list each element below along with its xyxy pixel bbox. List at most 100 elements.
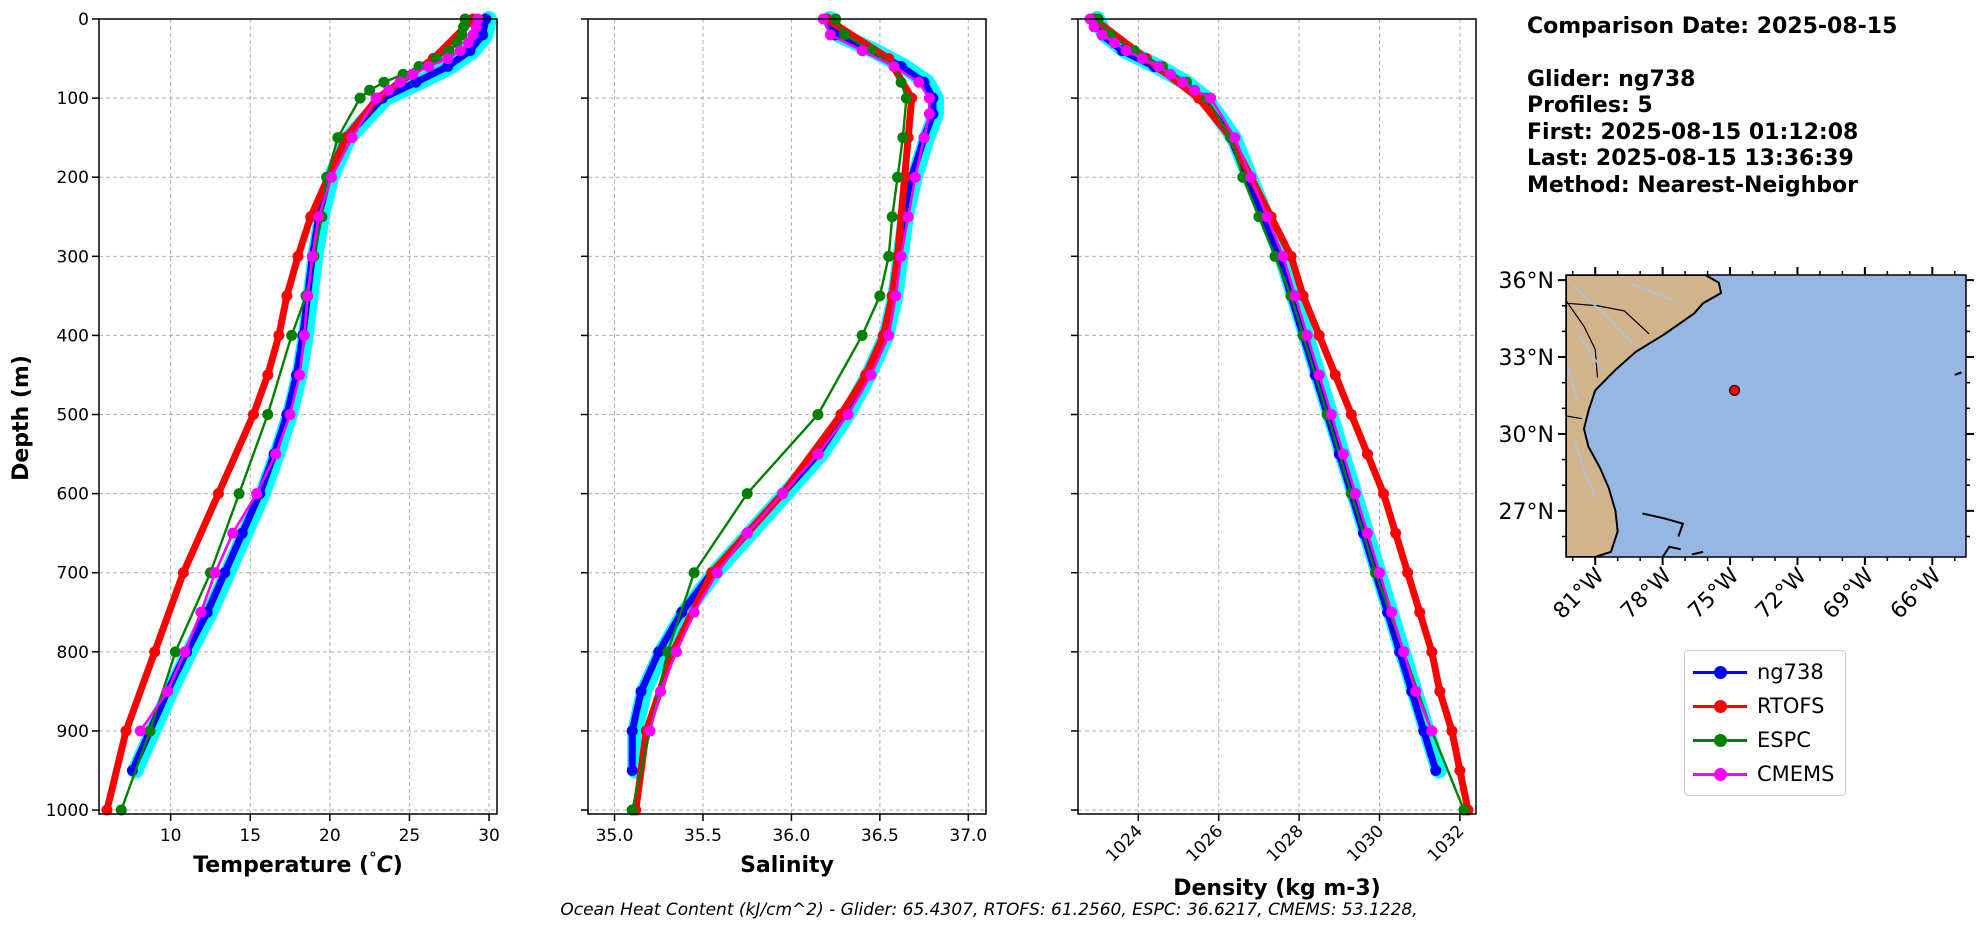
data-point-cmems xyxy=(161,685,173,697)
data-point-cmems xyxy=(918,132,930,144)
y-tick-label: 700 xyxy=(57,564,89,584)
y-tick-label: 100 xyxy=(57,89,89,109)
last-time-text: Last: 2025-08-15 13:36:39 xyxy=(1527,146,1854,171)
series-cmems xyxy=(134,13,484,737)
data-point-espc xyxy=(456,29,468,41)
plot-frame xyxy=(587,18,987,815)
lon-tick-label: 81°W xyxy=(1549,563,1610,624)
data-point-cmems xyxy=(1374,567,1386,579)
lon-tick-label: 75°W xyxy=(1684,563,1745,624)
data-point-rtofs xyxy=(1361,448,1373,460)
y-axis-label: Depth (m) xyxy=(9,355,34,481)
lat-tick-label: 30°N xyxy=(1499,423,1554,448)
data-point-cmems xyxy=(370,92,382,104)
legend-item-rtofs: RTOFS xyxy=(1693,689,1837,723)
data-point-espc xyxy=(895,76,907,88)
data-point-cmems xyxy=(688,606,700,618)
data-point-espc xyxy=(1458,804,1470,816)
data-point-rtofs xyxy=(1345,409,1357,421)
x-tick-label: 37.0 xyxy=(949,826,987,846)
data-point-cmems xyxy=(313,211,325,223)
data-point-cmems xyxy=(812,448,824,460)
legend-item-espc: ESPC xyxy=(1693,723,1837,757)
data-point-espc xyxy=(741,488,753,500)
series-cmems xyxy=(644,13,935,737)
x-tick-label: 35.5 xyxy=(684,826,722,846)
data-point-rtofs xyxy=(212,488,224,500)
island-coastline xyxy=(1642,512,1685,537)
data-point-espc xyxy=(886,211,898,223)
data-point-ng738 xyxy=(626,725,638,737)
data-point-rtofs xyxy=(101,804,113,816)
data-point-cmems xyxy=(1136,53,1148,65)
legend-item-cmems: CMEMS xyxy=(1693,757,1837,791)
legend-swatch-ng738 xyxy=(1693,662,1747,682)
data-point-espc xyxy=(856,329,868,341)
data-point-cmems xyxy=(1189,84,1201,96)
data-point-rtofs xyxy=(1426,646,1438,658)
data-point-espc xyxy=(332,132,344,144)
data-point-cmems xyxy=(407,68,419,80)
state-border xyxy=(1566,302,1650,335)
data-point-rtofs xyxy=(1434,685,1446,697)
data-point-ng738 xyxy=(442,60,454,72)
lon-tick-label: 66°W xyxy=(1886,563,1947,624)
data-point-cmems xyxy=(741,527,753,539)
data-point-cmems xyxy=(895,250,907,262)
legend-label-ng738: ng738 xyxy=(1757,660,1824,684)
data-point-cmems xyxy=(1120,45,1132,57)
data-point-ng738 xyxy=(1430,764,1442,776)
data-point-espc xyxy=(233,488,245,500)
data-point-cmems xyxy=(394,76,406,88)
data-point-cmems xyxy=(209,567,221,579)
y-tick-label: 900 xyxy=(57,722,89,742)
legend-swatch-espc xyxy=(1693,730,1747,750)
data-point-cmems xyxy=(1313,369,1325,381)
data-point-espc xyxy=(378,76,390,88)
x-tick-label: 1032 xyxy=(1424,821,1469,866)
data-point-cmems xyxy=(1386,606,1398,618)
method-text: Method: Nearest-Neighbor xyxy=(1527,172,1858,198)
data-point-cmems xyxy=(383,84,395,96)
river xyxy=(1574,441,1596,499)
legend: ng738 RTOFS ESPC CMEMS xyxy=(1684,650,1846,796)
data-point-rtofs xyxy=(305,211,317,223)
island-coastline xyxy=(1691,550,1704,556)
data-point-rtofs xyxy=(1454,764,1466,776)
x-tick-label: 35.0 xyxy=(596,826,634,846)
data-point-rtofs xyxy=(1390,527,1402,539)
data-point-cmems xyxy=(909,171,921,183)
density-panel: 1024 1026 1028 1030 1032 Density (kg m-3) xyxy=(1071,11,1477,901)
glider-text: Glider: ng738 xyxy=(1527,66,1696,92)
data-point-rtofs xyxy=(1446,725,1458,737)
data-point-cmems xyxy=(227,527,239,539)
river xyxy=(1628,281,1675,302)
data-point-cmems xyxy=(1337,448,1349,460)
data-point-espc xyxy=(874,290,886,302)
glider-location-marker xyxy=(1729,384,1741,396)
series-line-ng738 xyxy=(128,15,490,774)
river xyxy=(1572,284,1634,345)
data-point-cmems xyxy=(467,29,479,41)
series-line-cmems xyxy=(648,17,931,733)
data-point-cmems xyxy=(1398,646,1410,658)
data-point-ng738 xyxy=(653,646,665,658)
data-point-cmems xyxy=(923,108,935,120)
data-point-cmems xyxy=(1410,685,1422,697)
data-point-rtofs xyxy=(281,290,293,302)
y-tick-label: 1000 xyxy=(46,801,89,821)
location-map: 36°N 33°N 30°N 27°N 81°W 78°W 75°W 72°W 69°W 66°W xyxy=(1499,267,1974,624)
series-line-cmems xyxy=(1088,17,1434,733)
x-tick-label: 10 xyxy=(160,826,182,846)
x-tick-label: 30 xyxy=(478,826,500,846)
legend-label-rtofs: RTOFS xyxy=(1757,694,1825,718)
data-point-rtofs xyxy=(1414,606,1426,618)
data-point-rtofs xyxy=(149,646,161,658)
data-point-rtofs xyxy=(1297,290,1309,302)
series-line-rtofs xyxy=(103,15,477,814)
data-point-rtofs xyxy=(1378,488,1390,500)
data-point-cmems xyxy=(777,488,789,500)
data-point-cmems xyxy=(462,37,474,49)
data-point-espc xyxy=(364,84,376,96)
data-point-cmems xyxy=(1205,92,1217,104)
